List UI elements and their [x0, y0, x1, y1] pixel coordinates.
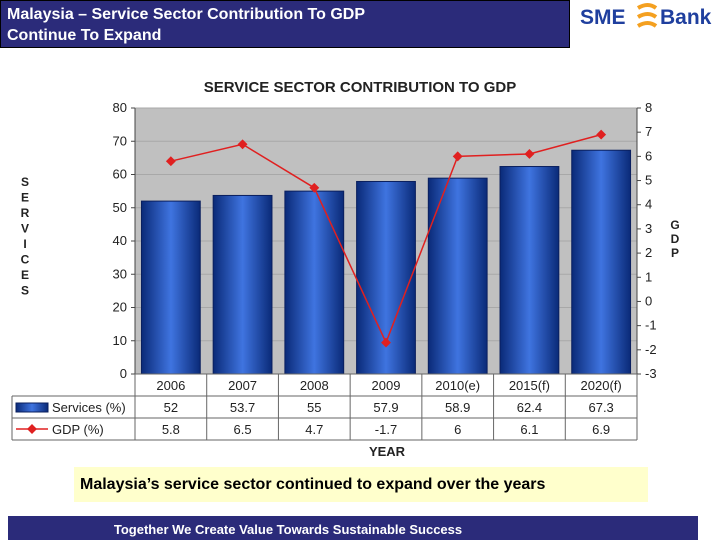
logo-mark-icon — [636, 3, 658, 28]
logo-brand-text: SME — [580, 6, 626, 29]
right-tick-label: 4 — [645, 197, 652, 212]
gdp-point — [524, 148, 535, 159]
services-bar — [427, 177, 488, 375]
left-tick-label: 60 — [113, 167, 127, 182]
logo-bank-text: Bank — [660, 6, 712, 29]
legend-bar-swatch — [15, 402, 49, 413]
sme-bank-logo: SME Bank — [574, 0, 720, 48]
title-bar: Malaysia – Service Sector Contribution T… — [0, 0, 570, 48]
category-label: 2010(e) — [435, 378, 480, 393]
caption-text: Malaysia’s service sector continued to e… — [80, 476, 546, 493]
right-tick-label: 8 — [645, 100, 652, 115]
right-tick-label: 0 — [645, 293, 652, 308]
gdp-point — [596, 129, 607, 140]
gdp-value-label: 6.1 — [520, 422, 538, 437]
left-tick-label: 70 — [113, 133, 127, 148]
right-tick-label: 2 — [645, 245, 652, 260]
services-value-label: 55 — [307, 400, 321, 415]
left-tick-label: 20 — [113, 300, 127, 315]
x-axis-label: YEAR — [369, 444, 406, 459]
slide-title-line-1: Malaysia – Service Sector Contribution T… — [7, 6, 366, 23]
right-tick-label: 6 — [645, 148, 652, 163]
left-tick-label: 80 — [113, 100, 127, 115]
right-tick-label: -1 — [645, 318, 657, 333]
gdp-value-label: -1.7 — [375, 422, 397, 437]
gdp-point — [309, 182, 320, 193]
right-tick-label: 7 — [645, 124, 652, 139]
service-sector-chart: SERVICE SECTOR CONTRIBUTION TO GDP 01020… — [11, 79, 680, 459]
services-bar — [499, 166, 560, 375]
footer-bar: Together We Create Value Towards Sustain… — [8, 516, 698, 540]
left-tick-label: 10 — [113, 333, 127, 348]
services-bar — [212, 194, 273, 375]
left-tick-label: 40 — [113, 233, 127, 248]
gdp-point — [165, 156, 176, 167]
services-value-label: 67.3 — [588, 400, 613, 415]
legend-line-marker — [27, 424, 37, 434]
legend-services-label: Services (%) — [52, 400, 126, 415]
left-tick-label: 30 — [113, 266, 127, 281]
category-label: 2009 — [372, 378, 401, 393]
services-value-label: 52 — [164, 400, 178, 415]
gdp-point — [237, 139, 248, 150]
gdp-value-label: 6.9 — [592, 422, 610, 437]
right-tick-label: 3 — [645, 221, 652, 236]
chart-title: SERVICE SECTOR CONTRIBUTION TO GDP — [204, 79, 517, 96]
category-label: 2008 — [300, 378, 329, 393]
left-tick-label: 50 — [113, 200, 127, 215]
services-value-label: 62.4 — [517, 400, 542, 415]
services-value-label: 57.9 — [373, 400, 398, 415]
right-tick-label: -3 — [645, 366, 657, 381]
services-bar — [284, 190, 345, 375]
gdp-point — [452, 151, 463, 162]
gdp-value-label: 5.8 — [162, 422, 180, 437]
footer-text: Together We Create Value Towards Sustain… — [113, 522, 463, 537]
category-label: 2007 — [228, 378, 257, 393]
gdp-value-label: 6 — [454, 422, 461, 437]
services-bar — [140, 200, 201, 375]
left-tick-label: 0 — [120, 366, 127, 381]
services-value-label: 58.9 — [445, 400, 470, 415]
services-value-label: 53.7 — [230, 400, 255, 415]
gdp-value-label: 4.7 — [305, 422, 323, 437]
category-label: 2006 — [156, 378, 185, 393]
category-label: 2020(f) — [581, 378, 622, 393]
caption-box: Malaysia’s service sector continued to e… — [74, 467, 648, 502]
services-bar — [571, 149, 632, 375]
gdp-value-label: 6.5 — [234, 422, 252, 437]
right-tick-label: 1 — [645, 269, 652, 284]
category-label: 2015(f) — [509, 378, 550, 393]
legend-gdp-label: GDP (%) — [52, 422, 104, 437]
right-tick-label: -2 — [645, 342, 657, 357]
slide-title-line-2: Continue To Expand — [7, 27, 162, 44]
gdp-point — [381, 337, 391, 348]
right-tick-label: 5 — [645, 173, 652, 188]
